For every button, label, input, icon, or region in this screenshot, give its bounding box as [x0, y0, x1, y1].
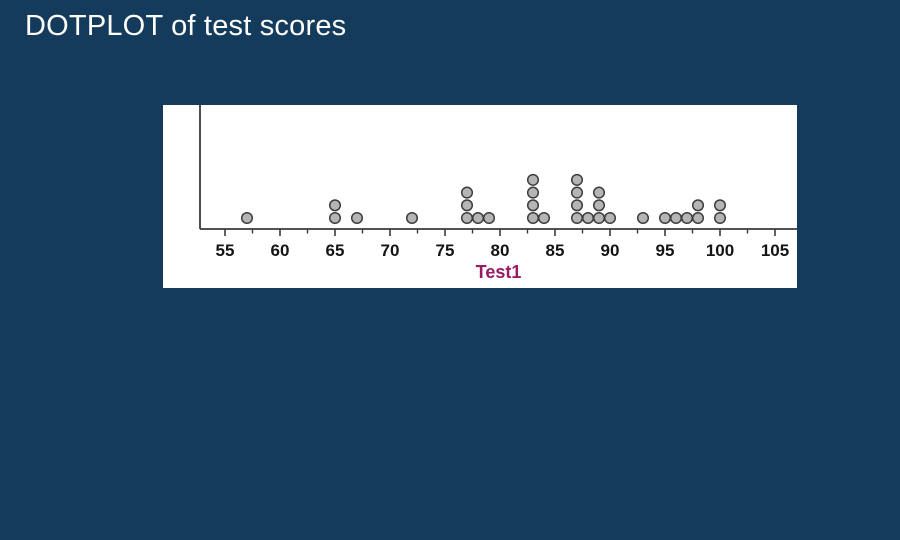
data-dot — [658, 211, 672, 225]
tick-label: 85 — [546, 241, 565, 260]
tick-label: 95 — [656, 241, 675, 260]
data-dot — [691, 211, 705, 225]
data-dot — [482, 211, 496, 225]
tick-label: 80 — [491, 241, 510, 260]
data-dot — [636, 211, 650, 225]
tick-label: 60 — [271, 241, 290, 260]
data-dot — [526, 211, 540, 225]
data-dot — [570, 186, 584, 199]
data-dot — [691, 199, 705, 212]
data-dot — [570, 211, 584, 225]
tick-label: 90 — [601, 241, 620, 260]
data-dot — [460, 186, 474, 199]
data-dot — [603, 211, 617, 225]
data-dot — [526, 186, 540, 199]
data-dot — [460, 199, 474, 212]
data-dot — [680, 211, 694, 225]
data-dot — [581, 211, 595, 225]
data-dot — [350, 211, 364, 225]
data-dot — [405, 211, 419, 225]
tick-label: 105 — [761, 241, 789, 260]
x-axis-title: Test1 — [476, 262, 522, 282]
data-dot — [669, 211, 683, 225]
tick-label: 75 — [436, 241, 455, 260]
dotplot-panel: 55 60 65 70 75 80 85 90 95 100 105 Test1 — [163, 105, 797, 288]
data-dot — [526, 199, 540, 212]
data-dot — [328, 211, 342, 225]
data-dot — [713, 211, 727, 225]
tick-label: 65 — [326, 241, 345, 260]
data-dot — [592, 186, 606, 199]
data-dot — [570, 173, 584, 186]
tick-label: 100 — [706, 241, 734, 260]
data-dot — [328, 199, 342, 212]
data-dot — [471, 211, 485, 225]
tick-label: 70 — [381, 241, 400, 260]
tick-label: 55 — [216, 241, 235, 260]
data-dot — [592, 199, 606, 212]
data-dot — [460, 211, 474, 225]
data-dot — [537, 211, 551, 225]
data-dot — [570, 199, 584, 212]
dotplot-svg: 55 60 65 70 75 80 85 90 95 100 105 Test1 — [199, 105, 797, 282]
data-dot — [592, 211, 606, 225]
data-dot — [713, 199, 727, 212]
slide-title: DOTPLOT of test scores — [25, 10, 347, 42]
data-dot — [240, 211, 254, 225]
data-dot — [526, 173, 540, 186]
